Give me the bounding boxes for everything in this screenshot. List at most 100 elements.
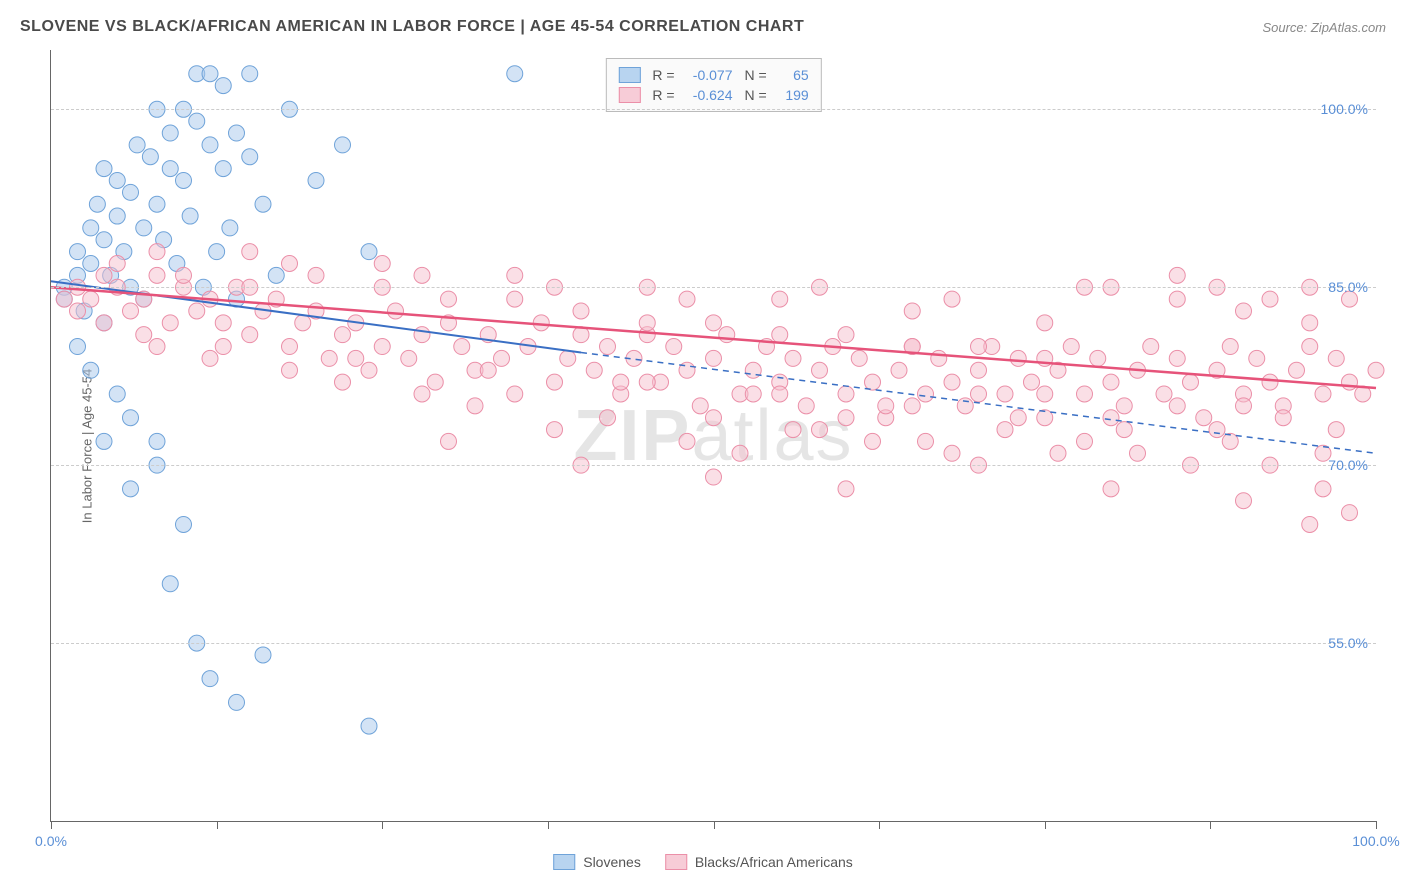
data-point xyxy=(83,220,99,236)
data-point xyxy=(1222,339,1238,355)
data-point xyxy=(109,172,125,188)
data-point xyxy=(679,433,695,449)
y-tick-label: 100.0% xyxy=(1321,101,1368,117)
data-point xyxy=(1103,374,1119,390)
data-point xyxy=(96,315,112,331)
data-point xyxy=(1156,386,1172,402)
data-point xyxy=(639,315,655,331)
data-point xyxy=(1315,481,1331,497)
legend-n-label: N = xyxy=(745,67,767,83)
data-point xyxy=(70,244,86,260)
data-point xyxy=(149,433,165,449)
legend-r-value: -0.624 xyxy=(683,87,733,103)
legend-n-label: N = xyxy=(745,87,767,103)
data-point xyxy=(865,374,881,390)
data-point xyxy=(745,386,761,402)
data-point xyxy=(918,433,934,449)
gridline xyxy=(51,287,1376,288)
data-point xyxy=(176,516,192,532)
data-point xyxy=(242,66,258,82)
data-point xyxy=(229,125,245,141)
data-point xyxy=(944,445,960,461)
data-point xyxy=(798,398,814,414)
data-point xyxy=(573,303,589,319)
data-point xyxy=(441,433,457,449)
data-point xyxy=(878,398,894,414)
gridline xyxy=(51,109,1376,110)
title-bar: SLOVENE VS BLACK/AFRICAN AMERICAN IN LAB… xyxy=(20,18,1386,36)
x-tick xyxy=(1045,821,1046,829)
data-point xyxy=(1077,386,1093,402)
data-point xyxy=(838,410,854,426)
data-point xyxy=(268,267,284,283)
data-point xyxy=(1236,303,1252,319)
data-point xyxy=(123,184,139,200)
data-point xyxy=(222,220,238,236)
data-point xyxy=(209,244,225,260)
data-point xyxy=(255,196,271,212)
data-point xyxy=(348,350,364,366)
data-point xyxy=(785,350,801,366)
data-point xyxy=(600,410,616,426)
data-point xyxy=(467,398,483,414)
data-point xyxy=(414,327,430,343)
legend-r-label: R = xyxy=(652,67,674,83)
data-point xyxy=(202,671,218,687)
data-point xyxy=(944,291,960,307)
x-tick xyxy=(217,821,218,829)
data-point xyxy=(1209,422,1225,438)
data-point xyxy=(149,267,165,283)
data-point xyxy=(1196,410,1212,426)
data-point xyxy=(202,350,218,366)
data-point xyxy=(812,422,828,438)
data-point xyxy=(83,256,99,272)
data-point xyxy=(1037,386,1053,402)
data-point xyxy=(851,350,867,366)
data-point xyxy=(83,291,99,307)
data-point xyxy=(997,386,1013,402)
data-point xyxy=(215,161,231,177)
data-point xyxy=(142,149,158,165)
data-point xyxy=(1342,505,1358,521)
x-tick xyxy=(548,821,549,829)
data-point xyxy=(838,481,854,497)
data-point xyxy=(441,291,457,307)
legend-item: Slovenes xyxy=(553,854,641,870)
data-point xyxy=(1275,410,1291,426)
data-point xyxy=(507,291,523,307)
data-point xyxy=(56,291,72,307)
data-point xyxy=(732,445,748,461)
x-tick xyxy=(1376,821,1377,829)
x-tick xyxy=(1210,821,1211,829)
data-point xyxy=(706,469,722,485)
legend-bottom: Slovenes Blacks/African Americans xyxy=(553,854,853,870)
data-point xyxy=(1130,445,1146,461)
data-point xyxy=(1302,315,1318,331)
data-point xyxy=(282,339,298,355)
legend-label: Blacks/African Americans xyxy=(695,854,853,870)
data-point xyxy=(96,161,112,177)
data-point xyxy=(745,362,761,378)
data-point xyxy=(706,315,722,331)
data-point xyxy=(255,647,271,663)
data-point xyxy=(242,327,258,343)
data-point xyxy=(414,267,430,283)
data-point xyxy=(136,327,152,343)
data-point xyxy=(361,718,377,734)
data-point xyxy=(1328,422,1344,438)
legend-stats-box: R =-0.077N =65R =-0.624N =199 xyxy=(605,58,821,112)
data-point xyxy=(282,256,298,272)
data-point xyxy=(182,208,198,224)
data-point xyxy=(971,386,987,402)
data-point xyxy=(1037,315,1053,331)
data-point xyxy=(838,386,854,402)
data-point xyxy=(96,433,112,449)
plot-svg xyxy=(51,50,1376,821)
data-point xyxy=(308,267,324,283)
data-point xyxy=(335,374,351,390)
plot-area: ZIPatlas R =-0.077N =65R =-0.624N =199 5… xyxy=(50,50,1376,822)
legend-label: Slovenes xyxy=(583,854,641,870)
data-point xyxy=(1077,433,1093,449)
data-point xyxy=(812,362,828,378)
data-point xyxy=(1262,291,1278,307)
